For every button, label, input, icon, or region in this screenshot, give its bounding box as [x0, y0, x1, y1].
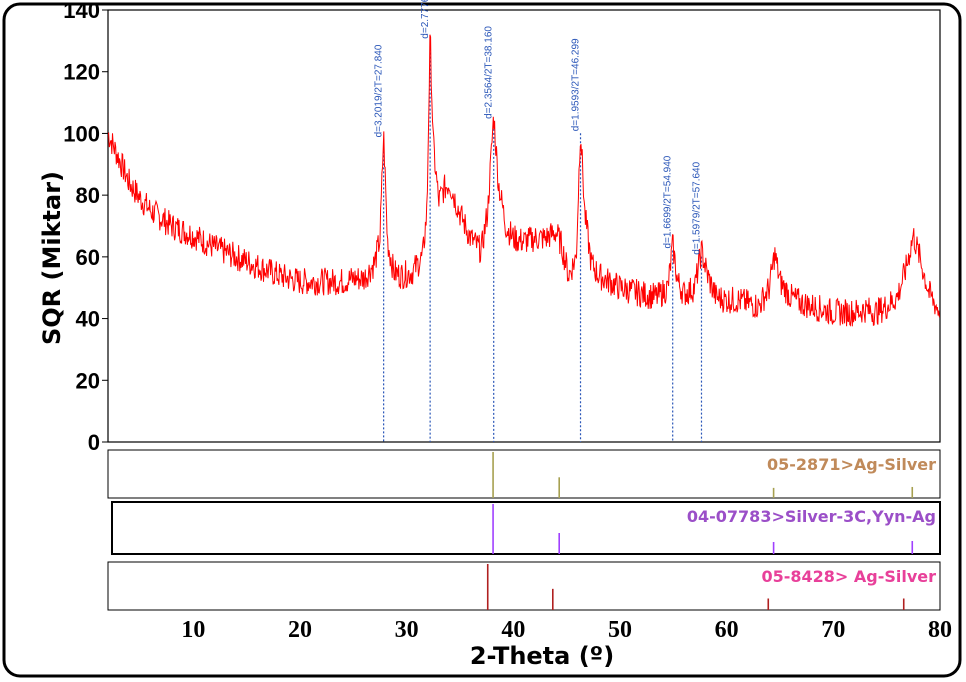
x-tick-label: 70: [821, 617, 845, 643]
reference-panel-frame: [111, 501, 941, 555]
reference-panel-frame: [107, 561, 941, 611]
y-tick-label: 40: [76, 307, 100, 332]
reference-panel: 05-2871>Ag-Silver: [107, 449, 941, 499]
reference-label: 05-8428> Ag-Silver: [761, 567, 936, 586]
x-tick-label: 40: [501, 617, 525, 643]
peak-label: d=1.9593/2T=46.299: [571, 38, 582, 131]
y-tick-label: 20: [76, 368, 100, 393]
x-tick-label: 30: [395, 617, 419, 643]
y-tick-label: 120: [63, 60, 100, 85]
y-tick-label: 140: [63, 0, 100, 23]
x-tick-label: 50: [608, 617, 632, 643]
reference-pattern-panels: 05-2871>Ag-Silver 04-07783>Silver-3C,Yyn-…: [107, 449, 941, 611]
peak-label: d=2.3564/2T=38.160: [484, 26, 495, 119]
series-line: [107, 34, 940, 327]
reference-label: 05-2871>Ag-Silver: [767, 455, 936, 474]
y-axis-title: SQR (Miktar): [38, 171, 66, 345]
peak-label: d=3.2019/2T=27.840: [374, 44, 385, 137]
x-tick-label: 10: [181, 617, 205, 643]
series-layer: [107, 34, 940, 327]
y-tick-label: 80: [76, 183, 100, 208]
reference-panel: 05-8428> Ag-Silver: [107, 561, 941, 611]
x-tick-label: 60: [715, 617, 739, 643]
y-axis-ticks: 0 20 40 60 80 100 120 140: [63, 0, 108, 455]
y-tick-label: 60: [76, 245, 100, 270]
x-tick-label: 20: [288, 617, 312, 643]
peak-marker-lines: [383, 40, 703, 442]
peak-label: d=1.5979/2T=57.640: [691, 161, 702, 254]
reference-panel: 04-07783>Silver-3C,Yyn-Ag: [111, 501, 941, 555]
reference-label: 04-07783>Silver-3C,Yyn-Ag: [687, 507, 936, 526]
y-tick-label: 100: [63, 121, 100, 146]
main-plot-area: [107, 9, 941, 443]
y-tick-label: 0: [88, 430, 100, 455]
reference-panel-frame: [107, 449, 941, 499]
peak-label: d=1.6699/2T=54.940: [663, 155, 674, 248]
x-tick-label: 80: [928, 617, 952, 643]
peak-label: d=2.7776/2T=32.200: [420, 0, 431, 39]
peak-labels: d=3.2019/2T=27.840 d=2.7776/2T=32.200 d=2.…: [374, 0, 703, 255]
x-axis-title: 2-Theta (º): [470, 642, 614, 670]
x-axis-ticks: 10 20 30 40 50 60 70 80: [181, 617, 952, 643]
